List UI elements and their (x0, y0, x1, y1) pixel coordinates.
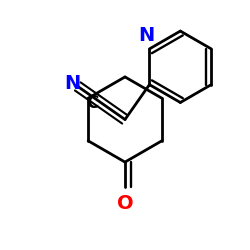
Text: N: N (138, 26, 155, 45)
Text: C: C (86, 94, 98, 112)
Text: O: O (117, 194, 133, 213)
Text: N: N (65, 74, 81, 93)
